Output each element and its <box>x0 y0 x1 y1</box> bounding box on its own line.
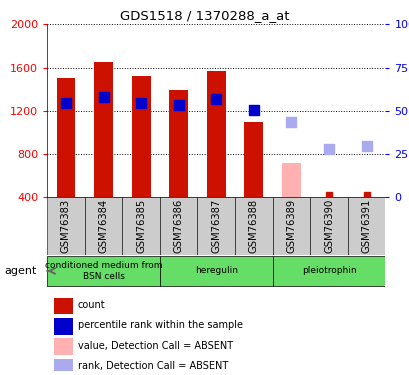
Text: percentile rank within the sample: percentile rank within the sample <box>77 321 242 330</box>
Bar <box>207 71 225 197</box>
Point <box>362 143 369 149</box>
FancyBboxPatch shape <box>310 197 347 255</box>
Point <box>288 120 294 126</box>
FancyBboxPatch shape <box>234 197 272 255</box>
Text: pleiotrophin: pleiotrophin <box>301 266 355 275</box>
FancyBboxPatch shape <box>347 197 384 255</box>
Point <box>63 100 69 106</box>
Text: conditioned medium from
BSN cells: conditioned medium from BSN cells <box>45 261 162 280</box>
FancyBboxPatch shape <box>47 197 85 255</box>
Bar <box>54 318 72 334</box>
Point <box>175 102 182 108</box>
Text: GSM76388: GSM76388 <box>248 199 258 253</box>
Text: value, Detection Call = ABSENT: value, Detection Call = ABSENT <box>77 341 232 351</box>
Point <box>137 100 144 106</box>
Point <box>213 96 219 102</box>
Bar <box>131 76 150 197</box>
Bar <box>244 122 263 197</box>
FancyBboxPatch shape <box>122 197 160 255</box>
Point <box>325 146 331 152</box>
Bar <box>56 78 75 197</box>
Text: rank, Detection Call = ABSENT: rank, Detection Call = ABSENT <box>77 361 227 371</box>
FancyBboxPatch shape <box>272 256 384 286</box>
Text: GSM76385: GSM76385 <box>136 199 146 253</box>
Point <box>362 192 369 198</box>
FancyBboxPatch shape <box>160 256 272 286</box>
FancyBboxPatch shape <box>85 197 122 255</box>
FancyBboxPatch shape <box>47 256 160 286</box>
Text: GDS1518 / 1370288_a_at: GDS1518 / 1370288_a_at <box>120 9 289 22</box>
Bar <box>54 338 72 355</box>
Text: GSM76384: GSM76384 <box>98 199 108 253</box>
Point <box>325 192 331 198</box>
Text: count: count <box>77 300 105 310</box>
Text: heregulin: heregulin <box>194 266 237 275</box>
FancyBboxPatch shape <box>272 197 310 255</box>
Bar <box>54 298 72 314</box>
FancyBboxPatch shape <box>160 197 197 255</box>
Bar <box>169 90 188 197</box>
Point <box>100 94 106 100</box>
Text: GSM76387: GSM76387 <box>211 199 221 253</box>
Text: agent: agent <box>4 266 36 276</box>
Bar <box>281 164 300 197</box>
Text: GSM76390: GSM76390 <box>323 199 333 253</box>
FancyBboxPatch shape <box>197 197 234 255</box>
Text: GSM76386: GSM76386 <box>173 199 183 253</box>
Text: GSM76383: GSM76383 <box>61 199 71 253</box>
Text: GSM76389: GSM76389 <box>286 199 296 253</box>
Bar <box>54 358 72 375</box>
Point <box>250 106 256 112</box>
Text: GSM76391: GSM76391 <box>361 199 371 253</box>
Bar <box>94 62 112 197</box>
